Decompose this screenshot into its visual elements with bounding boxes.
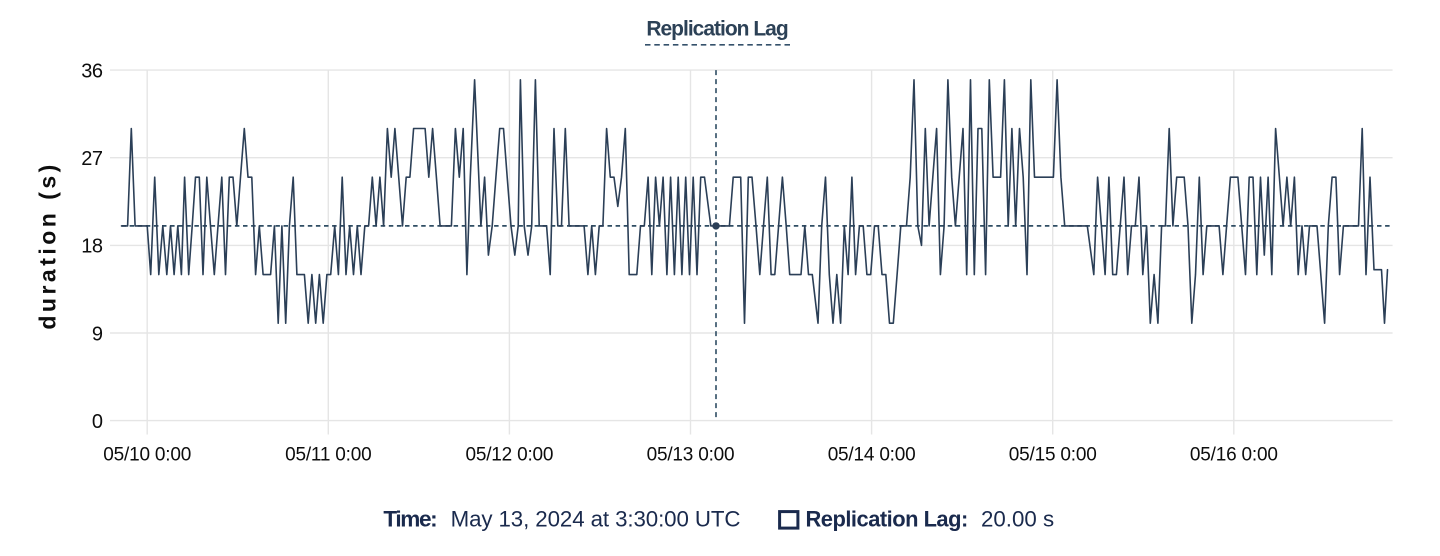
svg-text:05/12 0:00: 05/12 0:00	[465, 445, 553, 466]
svg-text:duration (s): duration (s)	[35, 161, 61, 330]
svg-text:05/10 0:00: 05/10 0:00	[103, 445, 191, 466]
svg-text:20.00 s: 20.00 s	[981, 506, 1054, 531]
svg-text:Replication Lag: Replication Lag	[646, 17, 788, 40]
svg-text:05/14 0:00: 05/14 0:00	[828, 445, 916, 466]
svg-text:9: 9	[92, 323, 103, 345]
svg-text:27: 27	[81, 148, 103, 170]
svg-text:18: 18	[81, 236, 103, 258]
svg-text:Time:: Time:	[383, 506, 436, 531]
svg-text:0: 0	[92, 411, 103, 433]
svg-text:Replication Lag:: Replication Lag:	[806, 506, 968, 531]
svg-text:05/16 0:00: 05/16 0:00	[1190, 445, 1278, 466]
svg-text:05/11 0:00: 05/11 0:00	[285, 445, 371, 466]
svg-text:36: 36	[81, 60, 103, 82]
svg-text:05/13 0:00: 05/13 0:00	[647, 445, 735, 466]
svg-text:May 13, 2024 at 3:30:00 UTC: May 13, 2024 at 3:30:00 UTC	[451, 506, 741, 531]
svg-text:05/15 0:00: 05/15 0:00	[1009, 445, 1097, 466]
